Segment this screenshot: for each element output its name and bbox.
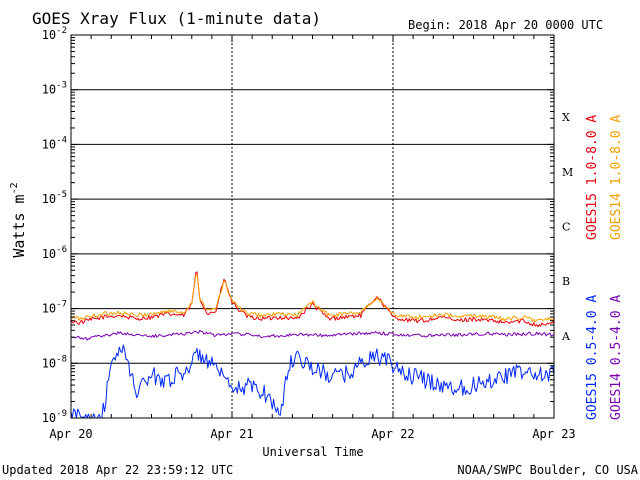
series-line <box>70 274 555 323</box>
legend-entry: GOES14 1.0-8.0 A <box>609 115 624 240</box>
legend: GOES15 1.0-8.0 A GOES14 1.0-8.0 A GOES15 0… <box>585 115 624 420</box>
x-tick-label: Apr 21 <box>210 427 253 441</box>
y-axis-label: Watts m-2 <box>9 182 28 257</box>
svg-text:Watts m-2: Watts m-2 <box>9 182 28 257</box>
y-tick-label: 10-3 <box>42 81 67 97</box>
y-tick-label: 10-7 <box>42 300 67 316</box>
y-axis-label-main: Watts m <box>10 194 28 257</box>
chart-title: GOES Xray Flux (1-minute data) <box>32 9 321 28</box>
legend-entry: GOES14 0.5-4.0 A <box>609 295 624 420</box>
y-tick-label: 10-8 <box>42 354 67 370</box>
flare-class-label: A <box>561 330 571 343</box>
y-tick-label: 10-9 <box>42 409 67 425</box>
legend-label: GOES14 1.0-8.0 A <box>609 115 624 240</box>
y-tick-label: 10-2 <box>42 26 67 42</box>
axis-ticks: 10-9 10-8 10-7 10-6 10-5 10-4 10-3 10-2 Apr 20 Ap… <box>42 26 576 441</box>
series-line <box>70 344 555 419</box>
y-axis-label-exp: -2 <box>9 182 20 194</box>
plot-area <box>70 35 555 419</box>
flare-class-label: M <box>562 166 573 179</box>
x-tick-label: Apr 22 <box>371 427 414 441</box>
y-tick-label: 10-5 <box>42 190 67 206</box>
legend-entry: GOES15 0.5-4.0 A <box>585 295 600 420</box>
updated-label: Updated 2018 Apr 22 23:59:12 UTC <box>2 463 233 477</box>
credit-label: NOAA/SWPC Boulder, CO USA <box>457 463 638 477</box>
plot-frame <box>70 34 555 419</box>
legend-entry: GOES15 1.0-8.0 A <box>585 115 600 240</box>
flare-class-label: B <box>562 275 570 288</box>
x-tick-label: Apr 23 <box>532 427 575 441</box>
legend-label: GOES15 1.0-8.0 A <box>585 115 600 240</box>
series-line <box>70 329 554 341</box>
legend-label: GOES14 0.5-4.0 A <box>609 295 624 420</box>
x-tick-label: Apr 20 <box>49 427 92 441</box>
flare-class-label: X <box>562 111 570 124</box>
y-tick-label: 10-6 <box>42 245 67 261</box>
y-tick-label: 10-4 <box>42 135 67 151</box>
flare-class-label: C <box>562 221 570 234</box>
legend-label: GOES15 0.5-4.0 A <box>585 295 600 420</box>
begin-label: Begin: 2018 Apr 20 0000 UTC <box>408 18 603 32</box>
x-axis-label: Universal Time <box>262 445 363 459</box>
